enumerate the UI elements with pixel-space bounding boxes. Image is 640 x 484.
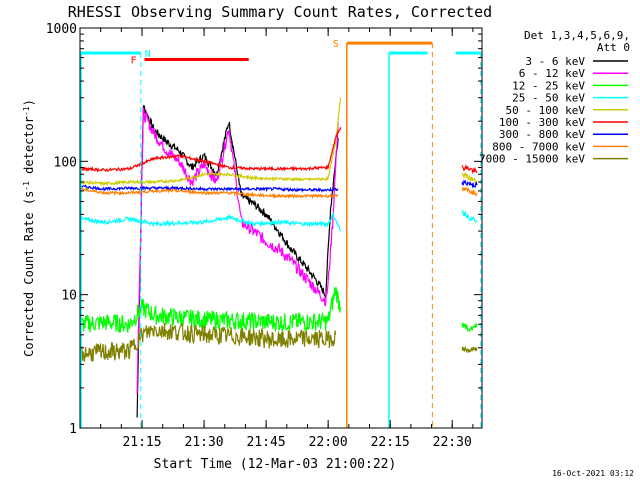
chart-title: RHESSI Observing Summary Count Rates, Co… [68, 3, 492, 21]
legend-header-line-2: Att 0 [597, 41, 630, 54]
x-axis-label: Start Time (12-Mar-03 21:00:22) [154, 457, 397, 472]
legend-label-6: 300 - 800 keV [499, 128, 585, 141]
tail-series-line-1 [461, 172, 478, 184]
series-line-5 [80, 127, 342, 173]
series-line-7 [79, 186, 339, 200]
y-axis-label: Corrected Count Rate (s-1 detector-1) [22, 99, 37, 357]
y-tick-label-0: 1 [69, 422, 77, 437]
tail-series-line-5 [461, 322, 478, 333]
x-tick-label-0: 21:15 [122, 435, 161, 450]
legend-label-2: 12 - 25 keV [512, 79, 585, 92]
legend-label-5: 100 - 300 keV [499, 116, 585, 129]
legend-label-8: 7000 - 15000 keV [479, 153, 585, 166]
x-tick-label-1: 21:30 [185, 435, 224, 450]
series-line-0 [136, 104, 339, 418]
flare-flag-label: F [131, 56, 137, 67]
series-line-6 [79, 184, 339, 193]
series-line-4 [79, 97, 342, 187]
y-tick-label-3: 1000 [46, 22, 77, 37]
legend-label-7: 800 - 7000 keV [492, 140, 585, 153]
night-flag-label: N [145, 49, 151, 60]
tail-series-line-3 [461, 187, 478, 196]
series-line-8 [79, 322, 337, 362]
legend-label-3: 25 - 50 keV [512, 92, 585, 105]
x-tick-label-4: 22:15 [371, 435, 410, 450]
legend-label-1: 6 - 12 keV [519, 67, 586, 80]
y-axis-label-group: Corrected Count Rate (s-1 detector-1) [22, 99, 37, 357]
y-tick-label-1: 10 [61, 289, 77, 304]
tail-series-line-2 [461, 179, 478, 189]
series-line-2 [79, 287, 342, 333]
y-tick-label-2: 100 [54, 155, 77, 170]
timestamp: 16-Oct-2021 03:12 [552, 469, 634, 478]
saa-flag-label: S [333, 39, 339, 50]
series-line-1 [136, 107, 339, 394]
legend-label-4: 50 - 100 keV [506, 104, 586, 117]
tail-series-line-6 [461, 345, 478, 354]
legend-header-line-1: Det 1,3,4,5,6,9, [524, 29, 630, 42]
x-tick-label-3: 22:00 [309, 435, 348, 450]
x-tick-label-2: 21:45 [247, 435, 286, 450]
tail-series-line-0 [461, 164, 478, 175]
x-tick-label-5: 22:30 [433, 435, 472, 450]
tail-series-line-4 [461, 210, 478, 223]
series-line-3 [79, 212, 342, 232]
legend-label-0: 3 - 6 keV [525, 55, 585, 68]
plot-frame [79, 27, 483, 429]
